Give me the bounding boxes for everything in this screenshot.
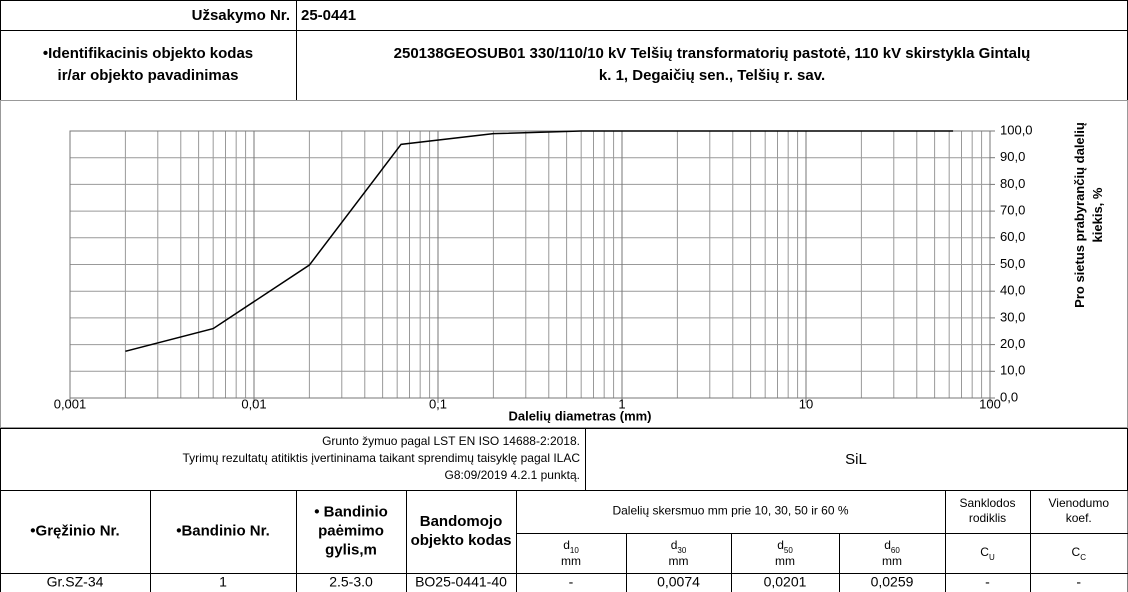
table-cell: 0,0074 <box>657 574 700 590</box>
sub-header: CC <box>1072 545 1087 561</box>
y-tick-label: 60,0 <box>1000 229 1025 244</box>
sub-header: d60 <box>884 538 900 554</box>
column-header-line: paėmimo <box>318 522 384 539</box>
y-tick-label: 30,0 <box>1000 309 1025 324</box>
column-header: Bandomojo objekto kodas <box>411 513 512 549</box>
table-cell: 2.5-3.0 <box>329 574 373 590</box>
table-cell: 1 <box>219 574 227 590</box>
column-header-line: gylis,m <box>325 541 377 558</box>
note-line: Tyrimų rezultatų atitiktis įvertininama … <box>183 451 581 465</box>
symbol: C <box>1072 545 1081 559</box>
plot-frame <box>69 130 991 399</box>
x-axis-label: Dalelių diametras (mm) <box>508 408 651 423</box>
column-header-line: •Gręžinio Nr. <box>30 522 119 539</box>
x-tick-label: 0,01 <box>241 396 266 411</box>
id-value: 250138GEOSUB01 330/110/10 kV Telšių tran… <box>394 45 1031 84</box>
column-header: • Bandinio paėmimo gylis,m <box>314 503 388 558</box>
subscript: U <box>989 553 995 562</box>
table-cell: 0,0201 <box>764 574 807 590</box>
table-cell: - <box>985 574 990 590</box>
column-header-line: •Bandinio Nr. <box>176 522 270 539</box>
subscript: 10 <box>570 546 579 555</box>
x-tick-label: 0,001 <box>54 396 87 411</box>
subscript: 50 <box>784 546 793 555</box>
subscript: C <box>1080 553 1086 562</box>
symbol: C <box>980 545 989 559</box>
column-header: Sanklodos rodiklis <box>959 496 1015 525</box>
y-tick-label: 50,0 <box>1000 256 1025 271</box>
x-tick-label: 1 <box>618 396 625 411</box>
order-no: 25-0441 <box>301 7 356 24</box>
x-tick-label: 0,1 <box>429 396 447 411</box>
sub-header: d30 <box>671 538 687 554</box>
note: Grunto žymuo pagal LST EN ISO 14688-2:20… <box>183 434 581 482</box>
id-label-line: ir/ar objekto pavadinimas <box>58 67 239 84</box>
soil-class: SiL <box>845 451 867 468</box>
id-value-line: k. 1, Degaičių sen., Telšių r. sav. <box>599 67 825 84</box>
id-label: •Identifikacinis objekto kodas ir/ar obje… <box>43 45 253 84</box>
column-header-line: Sanklodos <box>959 496 1015 510</box>
y-tick-label: 70,0 <box>1000 203 1025 218</box>
order-label: Užsakymo Nr. <box>192 7 290 24</box>
y-tick-label: 0,0 <box>1000 389 1018 404</box>
symbol: d <box>884 538 891 552</box>
id-value-line: 250138GEOSUB01 330/110/10 kV Telšių tran… <box>394 45 1031 62</box>
sub-header: d10 <box>563 538 579 554</box>
unit: mm <box>561 554 581 568</box>
y-axis-label: Pro sietus prabyrančių dalelių kiekis, % <box>1072 122 1105 308</box>
unit: mm <box>669 554 689 568</box>
y-tick-label: 40,0 <box>1000 283 1025 298</box>
note-line: Grunto žymuo pagal LST EN ISO 14688-2:20… <box>322 434 580 448</box>
sub-header: CU <box>980 545 995 561</box>
y-tick-label: 80,0 <box>1000 176 1025 191</box>
symbol: d <box>777 538 784 552</box>
column-header-line: Bandomojo <box>420 513 503 530</box>
unit: mm <box>775 554 795 568</box>
y-tick-label: 20,0 <box>1000 336 1025 351</box>
sub-header: d50 <box>777 538 793 554</box>
y-tick-label: 90,0 <box>1000 149 1025 164</box>
column-header: •Gręžinio Nr. <box>30 522 119 539</box>
table-cell: - <box>569 574 574 590</box>
unit: mm <box>882 554 902 568</box>
subscript: 60 <box>891 546 900 555</box>
x-tick-label: 100 <box>979 396 1001 411</box>
table-cell: Gr.SZ-34 <box>47 574 104 590</box>
column-header: Vienodumo koef. <box>1049 496 1110 525</box>
y-tick-label: 100,0 <box>1000 122 1033 137</box>
subscript: 30 <box>677 546 686 555</box>
id-label-line: •Identifikacinis objekto kodas <box>43 45 253 62</box>
table-cell: 0,0259 <box>871 574 914 590</box>
column-header-line: Vienodumo <box>1049 496 1110 510</box>
y-axis-label-line: kiekis, % <box>1090 187 1105 242</box>
y-axis-label-line: Pro sietus prabyrančių dalelių <box>1072 122 1087 308</box>
symbol: d <box>563 538 570 552</box>
column-header-line: objekto kodas <box>411 532 512 549</box>
data-line <box>125 130 954 353</box>
group-header: Dalelių skersmuo mm prie 10, 30, 50 ir 6… <box>612 504 848 518</box>
table-cell: BO25-0441-40 <box>415 574 507 590</box>
symbol: d <box>671 538 678 552</box>
table-cell: - <box>1076 574 1081 590</box>
column-header-line: rodiklis <box>969 511 1006 525</box>
x-tick-label: 10 <box>799 396 813 411</box>
column-header-line: • Bandinio <box>314 503 388 520</box>
column-header: •Bandinio Nr. <box>176 522 270 539</box>
note-line: G8:09/2019 4.2.1 punktą. <box>445 468 580 482</box>
column-header-line: koef. <box>1066 511 1092 525</box>
cell <box>1030 573 1128 592</box>
y-tick-label: 10,0 <box>1000 363 1025 378</box>
chart: 0,010,020,030,040,050,060,070,080,090,01… <box>54 122 1033 423</box>
